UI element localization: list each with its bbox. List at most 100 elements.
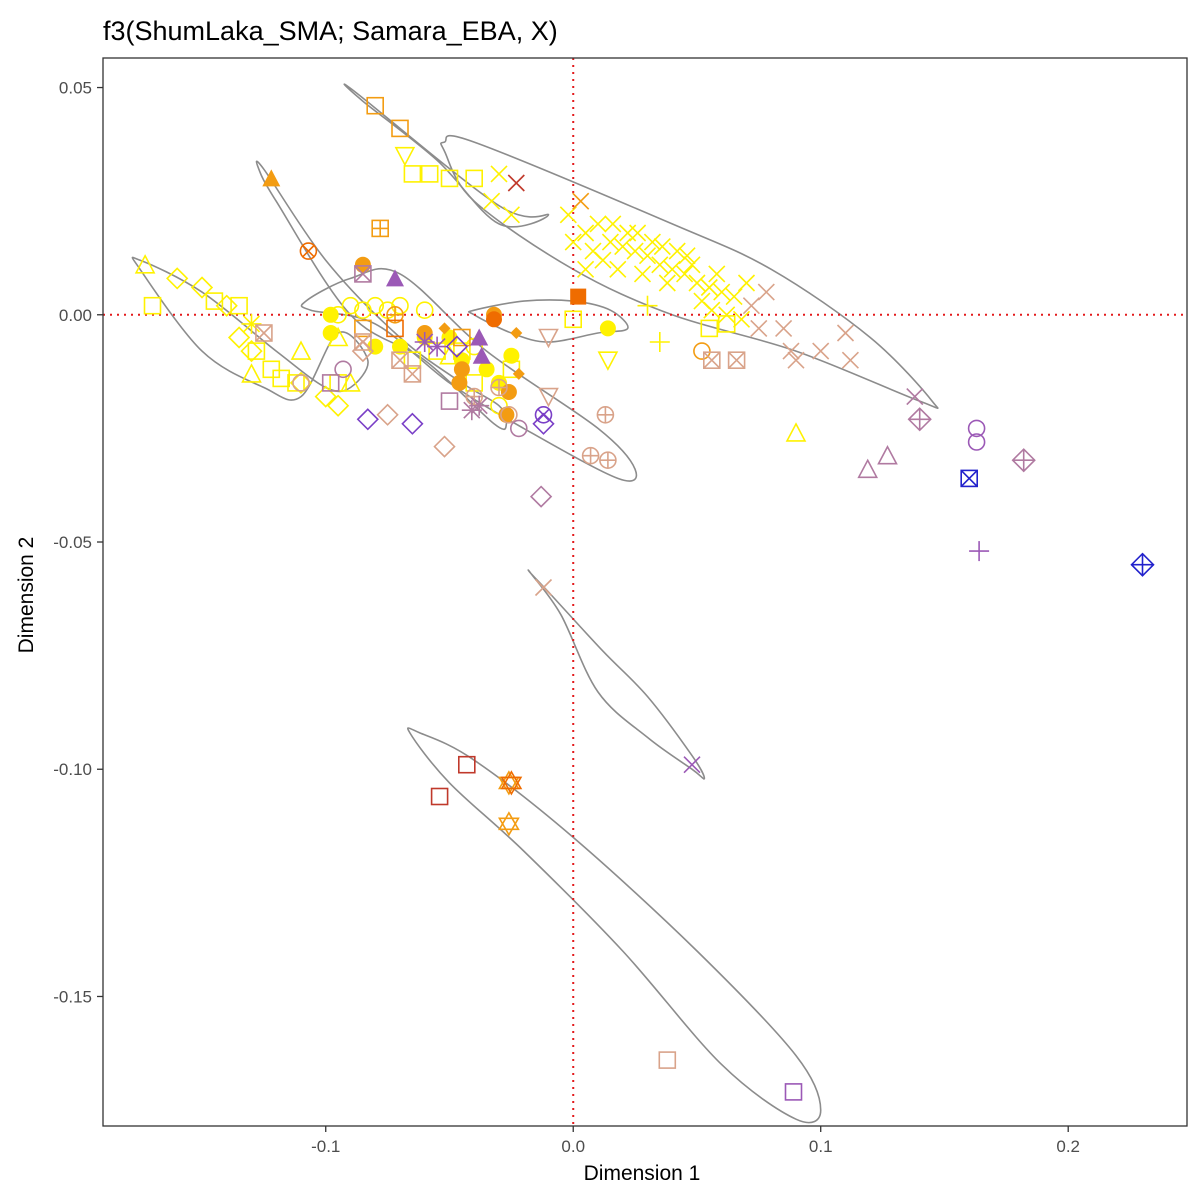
data-point <box>732 310 751 328</box>
y-tick-label: -0.10 <box>53 760 92 779</box>
data-point <box>581 446 600 465</box>
marker-stroke <box>629 224 647 242</box>
data-point <box>351 339 375 363</box>
marker-stroke <box>787 351 805 369</box>
data-point <box>438 322 451 335</box>
data-point <box>713 283 731 301</box>
data-point <box>700 278 718 297</box>
data-point <box>742 297 760 315</box>
marker-stroke <box>700 278 718 297</box>
data-point <box>584 242 602 260</box>
marker-square <box>784 1083 803 1101</box>
data-point <box>391 351 409 370</box>
data-point <box>230 296 248 315</box>
data-point <box>420 165 439 183</box>
data-point <box>718 306 736 324</box>
data-point <box>470 328 489 346</box>
marker-circle <box>415 301 434 320</box>
data-point <box>577 260 595 278</box>
data-point <box>334 360 352 379</box>
series-group-violet <box>356 335 555 435</box>
data-point <box>564 310 583 329</box>
marker-diamond <box>433 435 456 458</box>
marker-circle <box>329 305 347 324</box>
y-tick-label: -0.05 <box>53 533 92 552</box>
marker-triangle-down <box>394 146 416 167</box>
marker-stroke <box>836 324 855 342</box>
data-point <box>502 206 520 224</box>
data-point <box>394 146 416 167</box>
data-point <box>433 435 456 458</box>
marker-diamond <box>445 335 469 358</box>
data-point <box>693 342 711 360</box>
marker-stroke <box>703 351 721 369</box>
marker-triangle <box>500 770 523 790</box>
marker-circle <box>451 374 468 391</box>
marker-stroke <box>589 215 607 233</box>
marker-square <box>403 365 422 383</box>
marker-square <box>717 315 736 333</box>
marker-diamond <box>240 339 263 363</box>
y-tick-label: -0.15 <box>53 987 92 1006</box>
data-point <box>143 296 162 315</box>
marker-square <box>354 319 372 338</box>
data-point <box>356 408 379 431</box>
data-point <box>512 367 525 380</box>
data-point <box>240 339 263 363</box>
marker-stroke <box>601 233 619 251</box>
marker-stroke <box>626 242 644 260</box>
data-point <box>599 451 617 470</box>
data-point <box>507 174 525 192</box>
data-point <box>415 301 434 320</box>
marker-triangle <box>290 340 312 360</box>
data-point <box>572 192 590 210</box>
data-point <box>134 254 156 274</box>
marker-stroke <box>663 260 681 278</box>
data-point <box>737 274 756 292</box>
marker-diamond <box>438 322 451 335</box>
data-point <box>668 242 686 260</box>
data-point <box>366 296 385 315</box>
marker-square <box>960 469 979 488</box>
data-point <box>166 267 189 290</box>
data-point <box>643 233 661 251</box>
data-point <box>490 378 508 397</box>
data-point <box>227 326 251 349</box>
series-group-blue <box>960 469 1155 577</box>
marker-stroke <box>906 388 924 406</box>
data-point <box>969 541 990 562</box>
data-point <box>391 296 409 315</box>
marker-circle <box>534 405 553 424</box>
panel-content <box>103 58 1187 1126</box>
marker-square <box>230 296 248 315</box>
marker-triangle <box>498 811 520 831</box>
marker-circle <box>354 301 372 320</box>
marker-square <box>366 96 385 115</box>
data-point <box>386 269 404 287</box>
data-point <box>314 385 337 408</box>
marker-triangle <box>386 269 404 287</box>
marker-diamond <box>376 403 399 426</box>
marker-stroke <box>693 292 711 310</box>
series-group-mauve <box>321 265 1036 508</box>
data-point <box>757 283 775 301</box>
data-point <box>564 233 582 251</box>
data-point <box>703 301 721 319</box>
marker-diamond <box>190 276 214 299</box>
data-point <box>629 224 647 242</box>
marker-circle <box>366 296 385 315</box>
marker-stroke <box>638 247 657 265</box>
data-point <box>782 342 800 360</box>
marker-circle <box>391 296 409 315</box>
marker-square <box>321 374 340 392</box>
marker-stroke <box>614 238 632 256</box>
data-point <box>205 292 224 310</box>
marker-square <box>255 324 273 342</box>
marker-circle <box>478 361 495 378</box>
marker-stroke <box>960 469 978 487</box>
data-point <box>287 374 305 392</box>
data-point <box>534 578 553 597</box>
marker-stroke <box>750 319 768 337</box>
marker-square <box>143 296 162 315</box>
data-point <box>653 238 671 256</box>
